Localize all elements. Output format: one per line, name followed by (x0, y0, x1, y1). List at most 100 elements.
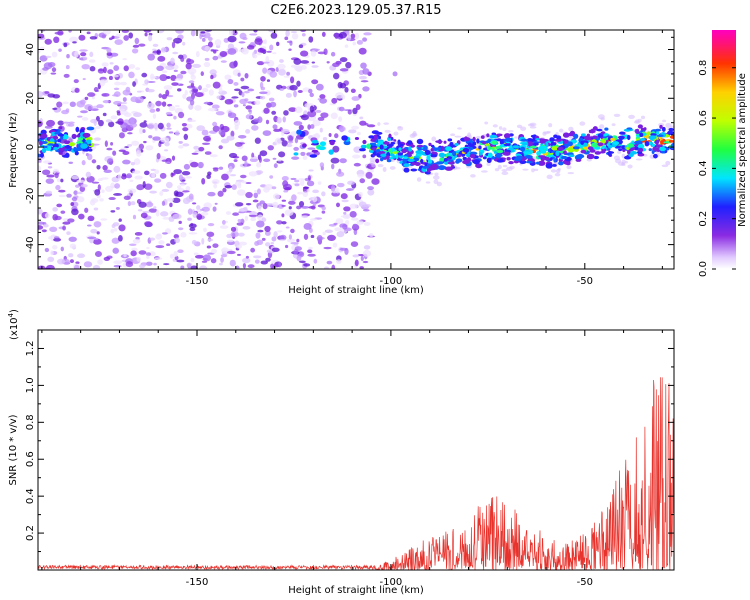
heatmap-cell (455, 166, 461, 170)
heatmap-cell (143, 140, 147, 144)
heatmap-cell (573, 133, 579, 139)
heatmap-cell (113, 100, 122, 106)
heatmap-cell (478, 145, 482, 150)
heatmap-cell (336, 231, 345, 238)
heatmap-cell (567, 141, 574, 147)
heatmap-cell (83, 261, 93, 268)
heatmap-cell (77, 115, 83, 118)
heatmap-cell (246, 45, 255, 50)
heatmap-cell (242, 257, 251, 264)
heatmap-cell (486, 162, 491, 167)
heatmap-cell (377, 122, 381, 126)
heatmap-cell (351, 96, 360, 101)
heatmap-cell (425, 181, 431, 184)
heatmap-cell (315, 109, 322, 113)
heatmap-cell (245, 255, 249, 259)
heatmap-cell (272, 124, 278, 130)
heatmap-cell (103, 169, 112, 173)
heatmap-cell (92, 264, 100, 269)
heatmap-cell (455, 158, 463, 163)
heatmap-cell (166, 243, 171, 247)
heatmap-cell (284, 244, 289, 249)
heatmap-cell (271, 236, 277, 242)
heatmap-cell (201, 206, 210, 212)
heatmap-cell (251, 156, 258, 160)
heatmap-cell (288, 48, 292, 51)
heatmap-cell (298, 260, 306, 264)
heatmap-cell (335, 187, 340, 194)
heatmap-cell (363, 221, 371, 226)
heatmap-cell (306, 180, 315, 187)
heatmap-cell (330, 184, 336, 192)
heatmap-cell (153, 122, 159, 130)
heatmap-cell (366, 143, 371, 149)
heatmap-cell (276, 220, 283, 225)
spectrogram-x-axis: -150 -100 -50 (41, 30, 663, 287)
heatmap-cell (43, 223, 49, 228)
heatmap-cell (239, 142, 245, 145)
heatmap-cell (326, 260, 333, 265)
heatmap-cell (89, 51, 94, 58)
heatmap-cell (668, 127, 674, 132)
heatmap-cell (321, 31, 326, 37)
heatmap-cell (219, 225, 229, 229)
heatmap-cell (309, 92, 314, 98)
heatmap-cell (138, 43, 146, 47)
heatmap-cell (225, 211, 232, 215)
heatmap-cell (75, 261, 80, 264)
heatmap-cell (608, 145, 613, 149)
heatmap-cell (319, 127, 323, 133)
heatmap-cell (146, 246, 150, 250)
colorbar-label: Normalized spectral amplitude (737, 73, 748, 227)
heatmap-cell (178, 227, 184, 231)
heatmap-cell (424, 149, 431, 156)
heatmap-cell (242, 104, 246, 107)
heatmap-cell (98, 68, 104, 72)
colorbar-tick-label: 0.6 (698, 110, 709, 126)
heatmap-cell (133, 112, 142, 118)
heatmap-cell (210, 248, 217, 254)
heatmap-cell (313, 258, 318, 264)
heatmap-cell (303, 186, 310, 189)
heatmap-cell (123, 35, 129, 41)
heatmap-cell (514, 136, 518, 139)
heatmap-cell (613, 113, 621, 117)
heatmap-cell (203, 61, 211, 68)
heatmap-cell (323, 266, 330, 269)
heatmap-cell (161, 188, 170, 192)
heatmap-cell (360, 80, 369, 83)
heatmap-cell (125, 261, 134, 268)
heatmap-cell (57, 258, 66, 265)
heatmap-cell (247, 88, 255, 92)
heatmap-cell (626, 143, 634, 148)
heatmap-cell (164, 141, 170, 147)
heatmap-cell (39, 133, 48, 139)
heatmap-cell (513, 160, 520, 164)
heatmap-cell (38, 225, 44, 230)
heatmap-cell (310, 124, 315, 129)
heatmap-cell (277, 63, 286, 70)
heatmap-cell (341, 199, 349, 203)
heatmap-cell (273, 163, 278, 169)
heatmap-cell (56, 178, 62, 183)
heatmap-cell (321, 206, 326, 211)
heatmap-cell (122, 58, 128, 61)
heatmap-cell (171, 82, 179, 86)
heatmap-cell (160, 137, 170, 143)
heatmap-cell (139, 122, 148, 128)
heatmap-cell (278, 151, 286, 158)
heatmap-cell (159, 191, 164, 196)
heatmap-cell (229, 61, 237, 69)
heatmap-cell (122, 150, 130, 155)
heatmap-cell (188, 223, 197, 229)
snr-y-scale-label: (x104) (7, 309, 20, 340)
heatmap-cell (156, 65, 164, 71)
heatmap-cell (263, 158, 271, 163)
heatmap-cell (201, 129, 209, 136)
heatmap-cell (265, 203, 274, 207)
heatmap-cell (120, 101, 128, 105)
snr-panel: -150 -100 -50 0.2 0.4 0.6 0.8 1.0 1.2 Height of… (7, 309, 675, 596)
heatmap-cell (503, 133, 511, 139)
heatmap-cell (171, 41, 176, 49)
